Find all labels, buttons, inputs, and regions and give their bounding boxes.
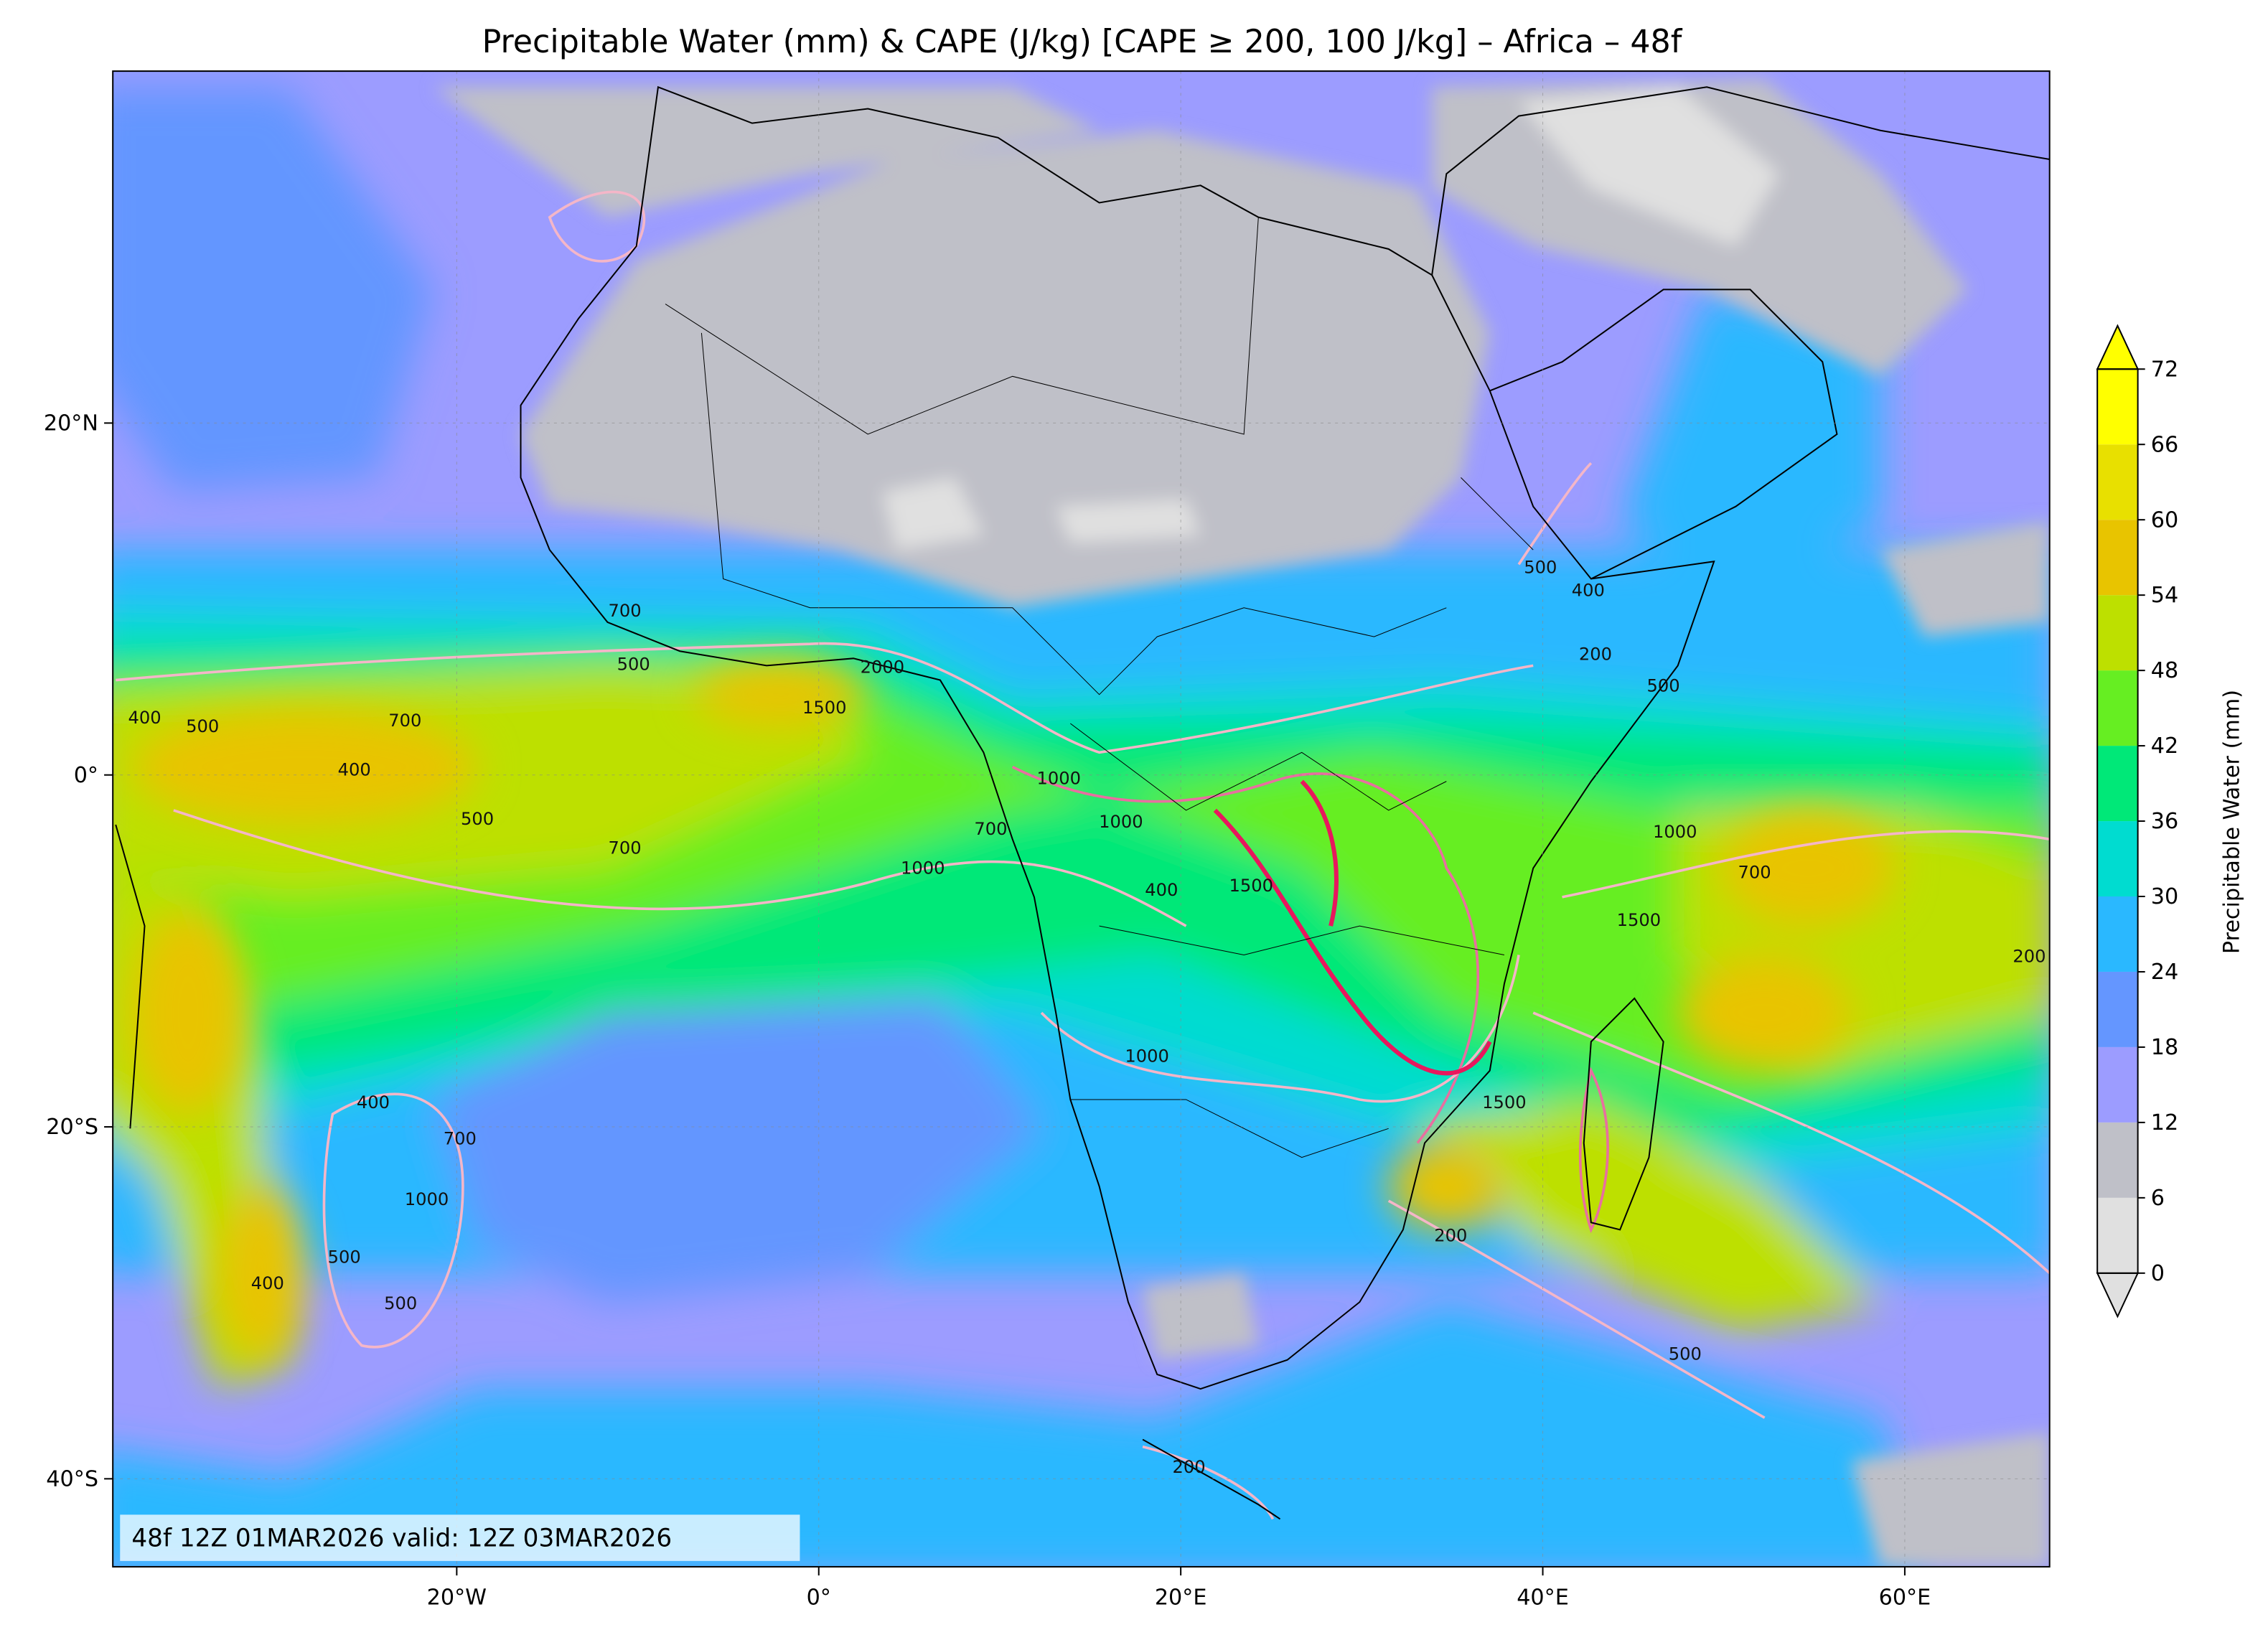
colorbar-segment	[2097, 971, 2138, 1047]
contour-label: 700	[444, 1128, 477, 1148]
contour-label: 2000	[861, 657, 905, 677]
contour-label: 500	[461, 809, 494, 829]
y-tick-label: 0°	[74, 763, 98, 788]
map-field: 400 500 700 400 500 700 1500 2000 1000 700 1000 100…	[113, 71, 2050, 1567]
colorbar-segment	[2097, 896, 2138, 972]
contour-label: 700	[609, 838, 642, 858]
colorbar-label: Precipitable Water (mm)	[2220, 690, 2245, 954]
borders	[665, 217, 1534, 1158]
colorbar-segment	[2097, 821, 2138, 897]
x-tick-label: 20°E	[1155, 1585, 1207, 1610]
colorbar-segment	[2097, 595, 2138, 671]
contour-label: 500	[1669, 1344, 1702, 1364]
map-frame	[112, 70, 2051, 1568]
info-text: 48f 12Z 01MAR2026 valid: 12Z 03MAR2026	[131, 1524, 672, 1553]
colorbar-tick-label: 12	[2151, 1110, 2178, 1135]
contour-label: 400	[128, 708, 161, 728]
contour-label: 400	[1145, 880, 1178, 900]
colorbar-tick-label: 48	[2151, 658, 2178, 683]
contour-label: 1000	[1653, 822, 1697, 842]
contour-label: 1000	[405, 1189, 449, 1209]
x-tick-label: 40°E	[1517, 1585, 1569, 1610]
graticule	[113, 71, 2050, 1567]
contour-label: 700	[609, 601, 642, 621]
contour-label: 1000	[901, 858, 945, 879]
contour-label: 500	[384, 1293, 417, 1313]
dry-air	[434, 80, 2050, 1567]
colorbar-tick-label: 72	[2151, 357, 2178, 382]
contour-label: 500	[1647, 676, 1680, 696]
colorbar-segment	[2097, 1046, 2138, 1123]
colorbar-tick-label: 24	[2151, 960, 2178, 985]
x-tick-label: 60°E	[1879, 1585, 1931, 1610]
y-tick-label: 40°S	[46, 1466, 98, 1491]
contour-label: 200	[1579, 644, 1612, 664]
contour-label: 500	[617, 654, 650, 674]
contour-label: 700	[388, 711, 421, 731]
x-tick-label: 20°W	[427, 1585, 487, 1610]
contour-label: 1000	[1036, 769, 1081, 789]
colorbar-tick-label: 0	[2151, 1261, 2165, 1286]
contour-label: 200	[2012, 947, 2046, 967]
colorbar-tick-label: 66	[2151, 432, 2178, 457]
contour-label: 1500	[1229, 876, 1273, 896]
axis-ticks: 20°W 0° 20°E 40°E 60°E 20°N 0° 20°S 40°S	[44, 411, 1931, 1610]
contour-label: 1500	[802, 698, 847, 718]
yellow-cores	[130, 662, 1896, 1360]
contour-label: 200	[1173, 1457, 1206, 1477]
contour-label: 500	[186, 716, 219, 736]
colorbar-tick-label: 30	[2151, 884, 2178, 909]
coastlines	[115, 85, 2050, 1520]
colorbar-tick-label: 6	[2151, 1186, 2165, 1211]
contour-label: 500	[1524, 557, 1557, 577]
map-title: Precipitable Water (mm) & CAPE (J/kg) [C…	[482, 24, 1683, 60]
y-tick-label: 20°N	[44, 411, 98, 436]
colorbar-segment	[2097, 444, 2138, 520]
contour-labels: 400 500 700 400 500 700 1500 2000 1000 700 1000 100…	[128, 557, 2046, 1477]
contour-label: 1500	[1482, 1092, 1527, 1112]
contour-label: 1000	[1125, 1046, 1169, 1067]
colorbar-segment	[2097, 369, 2138, 445]
colorbar-tick-label: 54	[2151, 583, 2178, 608]
colorbar-tick-label: 36	[2151, 809, 2178, 834]
cape-contours	[116, 190, 2050, 1520]
colorbar-segment	[2097, 670, 2138, 746]
contour-label: 1000	[1099, 812, 1143, 832]
contour-label: 400	[251, 1273, 284, 1293]
colorbar-tick-label: 18	[2151, 1035, 2178, 1060]
colorbar-segment	[2097, 1122, 2138, 1198]
y-tick-label: 20°S	[46, 1115, 98, 1140]
colorbar-segment	[2097, 746, 2138, 822]
contour-label: 400	[1572, 581, 1605, 601]
x-tick-label: 0°	[807, 1585, 831, 1610]
contour-label: 700	[974, 819, 1007, 839]
colorbar-tick-label: 60	[2151, 507, 2178, 533]
colorbar-tick-label: 42	[2151, 734, 2178, 759]
colorbar: 0 6 12 18 24 30 36 42 48 54 60 66 72	[2096, 324, 2178, 1318]
contour-label: 200	[1434, 1225, 1467, 1245]
info-box	[120, 1514, 800, 1561]
contour-label: 700	[1738, 863, 1771, 883]
contour-label: 400	[338, 760, 371, 780]
contour-label: 500	[328, 1247, 361, 1268]
colorbar-segment	[2097, 520, 2138, 596]
colorbar-segment	[2097, 1197, 2138, 1273]
colorbar-extend-low	[2096, 1272, 2140, 1318]
contour-label: 1500	[1617, 910, 1662, 930]
colorbar-extend-high	[2096, 324, 2140, 370]
contour-label: 400	[357, 1092, 390, 1112]
